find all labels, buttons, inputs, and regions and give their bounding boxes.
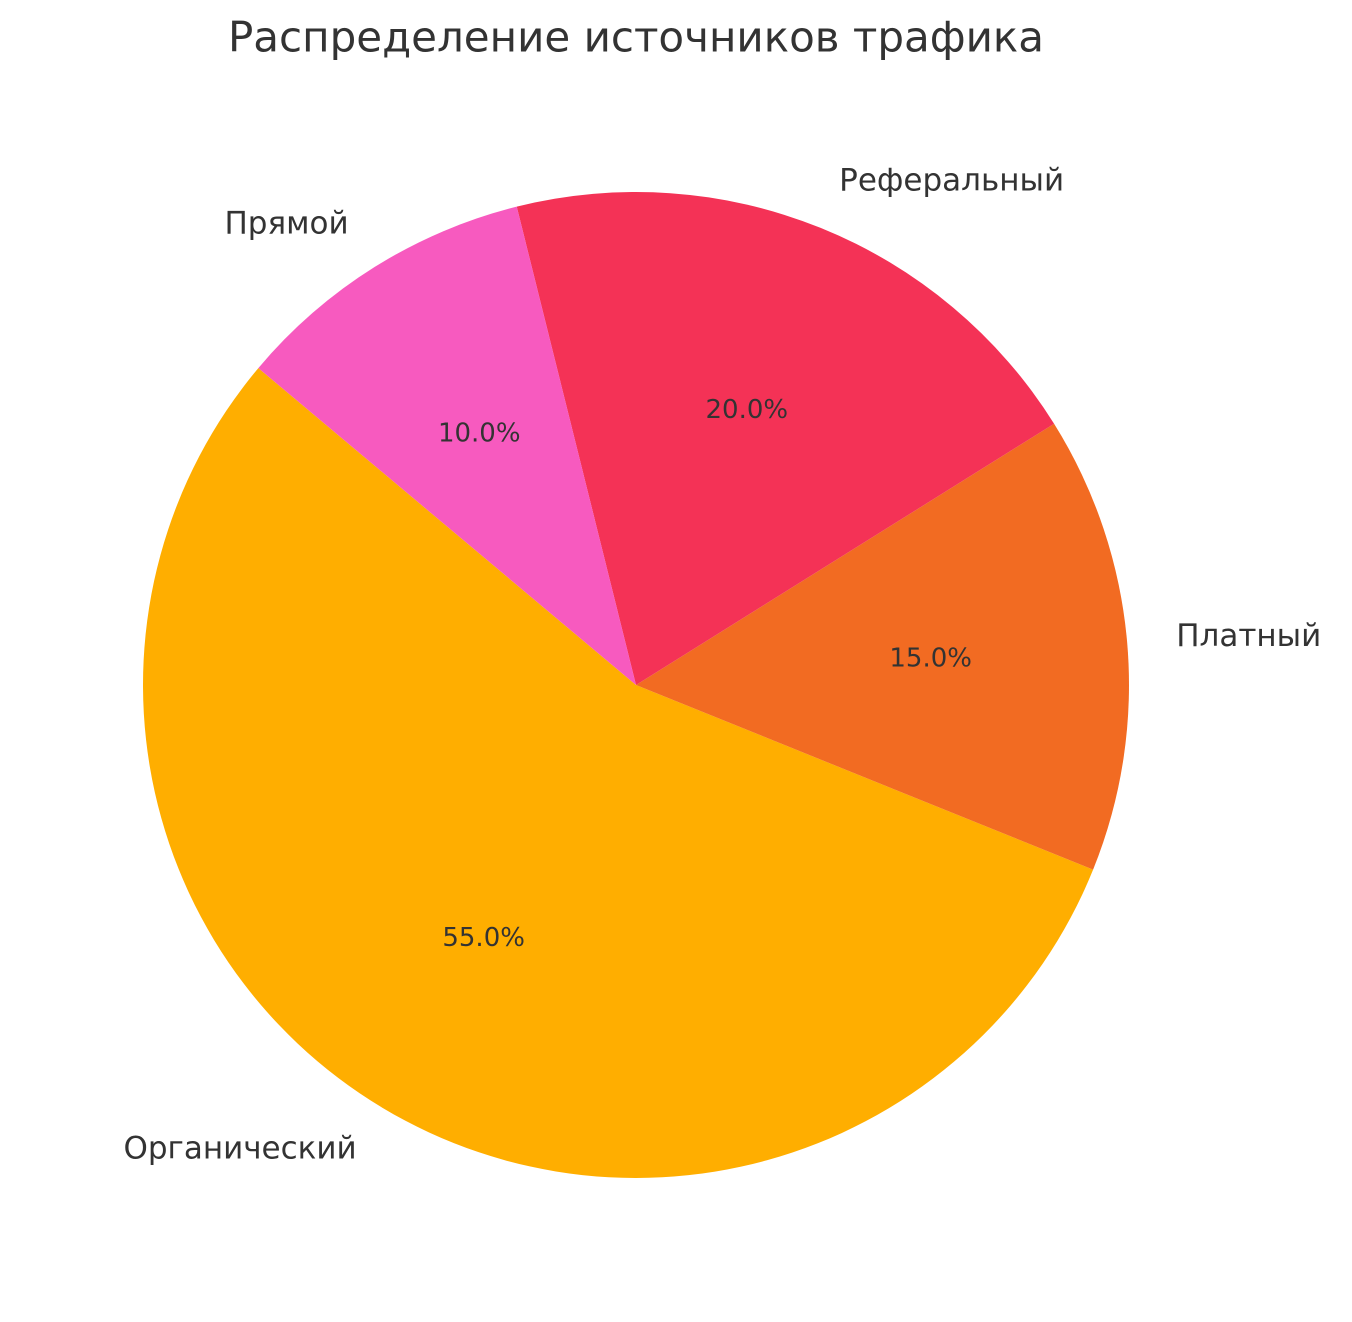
slice-label: Реферальный [839,163,1064,199]
slice-label: Органический [123,1130,356,1166]
value-label: 10.0% [438,419,521,449]
slice-label: Прямой [224,206,348,242]
value-label: 15.0% [889,644,972,674]
pie-slice [142,368,1094,1179]
value-label: 55.0% [442,923,525,953]
pie-slice [258,206,636,685]
slice-label: Платный [1176,618,1321,654]
pie-slice [516,192,1055,685]
chart-title: Распределение источников трафика [228,13,1044,62]
pie-slice [636,423,1130,870]
value-label: 20.0% [706,395,789,425]
